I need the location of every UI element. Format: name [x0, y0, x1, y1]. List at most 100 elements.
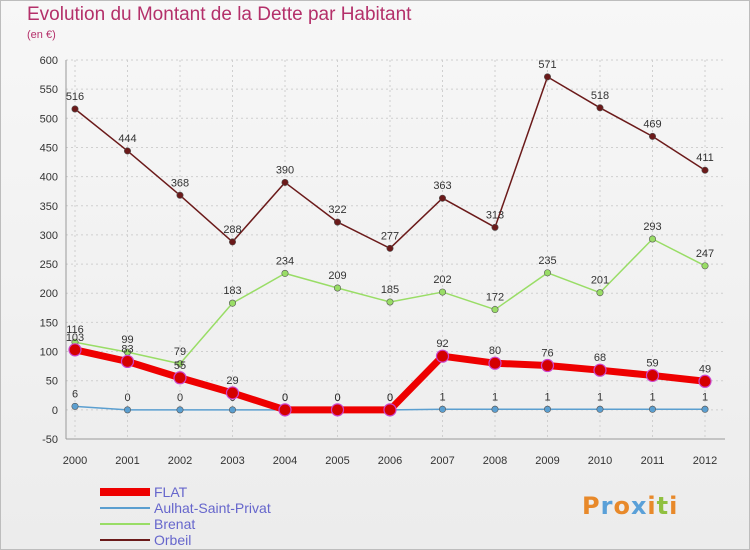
- data-label: 411: [696, 152, 714, 164]
- data-label: 390: [276, 164, 294, 176]
- data-point: [540, 358, 555, 373]
- data-label: 234: [276, 255, 294, 267]
- data-label: 116: [66, 324, 84, 336]
- data-label: 55: [174, 360, 186, 372]
- data-point: [438, 194, 446, 202]
- x-tick-label: 2001: [115, 455, 139, 467]
- data-point: [68, 343, 82, 357]
- x-tick-label: 2000: [63, 455, 87, 467]
- y-tick-label: 150: [40, 317, 58, 329]
- data-point: [333, 284, 341, 292]
- data-label: 29: [226, 375, 238, 387]
- data-label: 0: [334, 392, 340, 404]
- data-label: 0: [177, 392, 183, 404]
- y-tick-label: 450: [40, 142, 58, 154]
- data-label: 516: [66, 91, 84, 103]
- y-tick-label: 50: [46, 376, 58, 388]
- y-tick-label: 550: [40, 84, 58, 96]
- data-label: 0: [282, 392, 288, 404]
- data-point: [698, 374, 712, 388]
- data-label: 103: [66, 332, 84, 344]
- chart-title: Evolution du Montant de la Dette par Hab…: [27, 4, 412, 25]
- data-label: 293: [643, 221, 661, 233]
- data-label: 0: [387, 392, 393, 404]
- data-point: [593, 363, 607, 377]
- y-tick-label: 500: [40, 113, 58, 125]
- data-label: 313: [486, 209, 504, 221]
- data-point: [491, 306, 499, 314]
- chart-unit: (en €): [27, 29, 56, 41]
- data-point: [648, 235, 656, 243]
- y-tick-label: 300: [40, 230, 58, 242]
- data-point: [701, 166, 709, 174]
- legend-label: Orbeil: [154, 532, 192, 548]
- data-point: [71, 402, 79, 410]
- legend-item: Brenat: [100, 516, 271, 532]
- data-point: [491, 223, 499, 231]
- data-label: 201: [591, 275, 609, 287]
- data-label: 49: [699, 363, 711, 375]
- data-label: 202: [433, 274, 451, 286]
- legend-swatch: [100, 507, 150, 509]
- y-tick-label: 200: [40, 288, 58, 300]
- data-point: [543, 73, 551, 81]
- data-point: [438, 288, 446, 296]
- data-label: 363: [433, 180, 451, 192]
- x-tick-label: 2011: [641, 455, 665, 467]
- line-chart: -500501001502002503003504004505005506002…: [40, 55, 725, 467]
- data-label: 183: [223, 285, 241, 297]
- data-point: [124, 147, 132, 155]
- legend-item: Orbeil: [100, 532, 271, 548]
- data-label: 92: [436, 338, 448, 350]
- data-label: 209: [328, 270, 346, 282]
- x-tick-label: 2010: [588, 455, 612, 467]
- y-tick-label: 400: [40, 172, 58, 184]
- data-label: 1: [439, 391, 445, 403]
- data-label: 518: [591, 90, 609, 102]
- data-point: [176, 191, 184, 199]
- data-label: 0: [387, 392, 393, 404]
- data-label: 571: [538, 59, 556, 71]
- data-point: [176, 406, 184, 414]
- data-point: [386, 244, 394, 252]
- data-point: [225, 386, 240, 400]
- data-label: 1: [492, 391, 498, 403]
- data-point: [701, 262, 709, 270]
- x-tick-label: 2009: [535, 455, 559, 467]
- data-point: [435, 349, 450, 363]
- proxiti-logo: Proxiti: [582, 492, 679, 520]
- data-point: [278, 403, 292, 417]
- x-tick-label: 2002: [168, 455, 192, 467]
- data-point: [281, 178, 289, 186]
- data-label: 0: [282, 392, 288, 404]
- x-tick-label: 2012: [693, 455, 717, 467]
- data-label: 79: [174, 346, 186, 358]
- legend-item: Aulhat-Saint-Privat: [100, 500, 271, 516]
- data-point: [648, 132, 656, 140]
- data-label: 322: [328, 204, 346, 216]
- data-label: 59: [646, 357, 658, 369]
- data-point: [176, 360, 184, 368]
- y-tick-label: 250: [40, 259, 58, 271]
- data-label: 172: [486, 292, 504, 304]
- data-point: [543, 269, 551, 277]
- data-label: 235: [538, 255, 556, 267]
- data-label: 247: [696, 248, 714, 260]
- data-label: 68: [594, 352, 606, 364]
- data-point: [330, 403, 345, 417]
- data-label: 469: [643, 118, 661, 130]
- y-tick-label: 100: [40, 347, 58, 359]
- data-point: [491, 405, 499, 413]
- data-point: [383, 403, 397, 417]
- data-point: [120, 354, 135, 369]
- legend-label: FLAT: [154, 484, 188, 500]
- y-tick-label: 350: [40, 201, 58, 213]
- legend-swatch: [100, 523, 150, 525]
- y-tick-label: -50: [42, 434, 58, 446]
- data-label: 1: [649, 391, 655, 403]
- data-label: 185: [381, 284, 399, 296]
- data-label: 1: [702, 391, 708, 403]
- data-label: 0: [334, 392, 340, 404]
- data-label: 288: [223, 224, 241, 236]
